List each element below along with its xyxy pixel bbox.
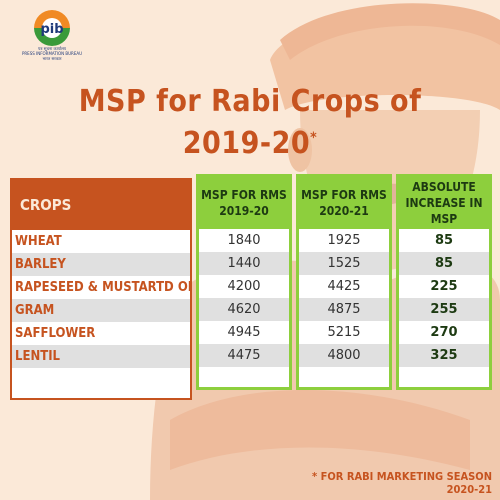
msp-2020-21-header: MSP FOR RMS 2020-21 — [299, 177, 389, 229]
crop-name: SAFFLOWER — [15, 326, 96, 341]
increase-value: 85 — [434, 233, 454, 248]
msp-value: 4475 — [199, 344, 289, 367]
msp-value: 1525 — [299, 252, 389, 275]
increase-value: 255 — [399, 298, 489, 321]
increase-value: 270 — [430, 325, 458, 340]
crop-name: LENTIL — [12, 345, 190, 368]
msp-value: 1440 — [199, 252, 289, 275]
msp-2019-20-column: MSP FOR RMS 2019-20 1840 1440 4200 4620 … — [196, 174, 292, 390]
header-line: ABSOLUTE — [412, 180, 476, 194]
pib-logo-mark: pib — [34, 10, 70, 46]
logo-mark-text: pib — [40, 22, 63, 37]
crop-name: RAPESEED & MUSTARTD OIL — [15, 280, 190, 295]
msp-value: 4800 — [299, 344, 389, 367]
msp-table: CROPS WHEAT BARLEY RAPESEED & MUSTARTD O… — [10, 174, 492, 400]
pib-logo: pib पत्र सूचना कार्यालय PRESS INFORMATIO… — [16, 8, 88, 68]
msp-value: 4875 — [299, 298, 389, 321]
title-line-2: 2019-20* — [0, 120, 500, 162]
increase-column: ABSOLUTE INCREASE IN MSP 85 85 225 255 2… — [396, 174, 492, 390]
msp-value: 1925 — [327, 233, 361, 248]
crops-header: CROPS — [12, 180, 190, 230]
title-line-1: MSP for Rabi Crops of — [78, 84, 422, 119]
msp-value: 4425 — [327, 279, 361, 294]
header-line: MSP FOR RMS — [201, 188, 287, 202]
title-year: 2019-20 — [182, 126, 311, 161]
msp-2019-20-header: MSP FOR RMS 2019-20 — [199, 177, 289, 229]
increase-value: 85 — [399, 252, 489, 275]
msp-value: 5215 — [327, 325, 361, 340]
title-asterisk: * — [310, 130, 318, 146]
msp-value: 4620 — [199, 298, 289, 321]
crop-name: BARLEY — [12, 253, 190, 276]
crops-column: CROPS WHEAT BARLEY RAPESEED & MUSTARTD O… — [10, 178, 192, 400]
crop-name: GRAM — [12, 299, 190, 322]
msp-value: 4200 — [227, 279, 261, 294]
page-title: MSP for Rabi Crops of 2019-20* — [0, 84, 500, 162]
header-line: 2020-21 — [319, 204, 369, 218]
footnote: * FOR RABI MARKETING SEASON 2020-21 — [311, 470, 492, 496]
crop-name: WHEAT — [15, 234, 62, 249]
logo-english-line: PRESS INFORMATION BUREAU — [21, 51, 83, 56]
logo-hindi-sub: भारत सरकार — [42, 56, 62, 61]
msp-value: 4945 — [227, 325, 261, 340]
header-line: 2019-20 — [219, 204, 269, 218]
increase-value: 325 — [399, 344, 489, 367]
msp-2020-21-column: MSP FOR RMS 2020-21 1925 1525 4425 4875 … — [296, 174, 392, 390]
msp-value: 1840 — [227, 233, 261, 248]
logo-caption: पत्र सूचना कार्यालय PRESS INFORMATION BU… — [16, 46, 88, 61]
increase-value: 225 — [430, 279, 458, 294]
increase-header: ABSOLUTE INCREASE IN MSP — [399, 177, 489, 229]
header-line: INCREASE IN MSP — [405, 196, 483, 226]
logo-hindi-line: पत्र सूचना कार्यालय — [37, 46, 67, 51]
header-line: MSP FOR RMS — [301, 188, 387, 202]
